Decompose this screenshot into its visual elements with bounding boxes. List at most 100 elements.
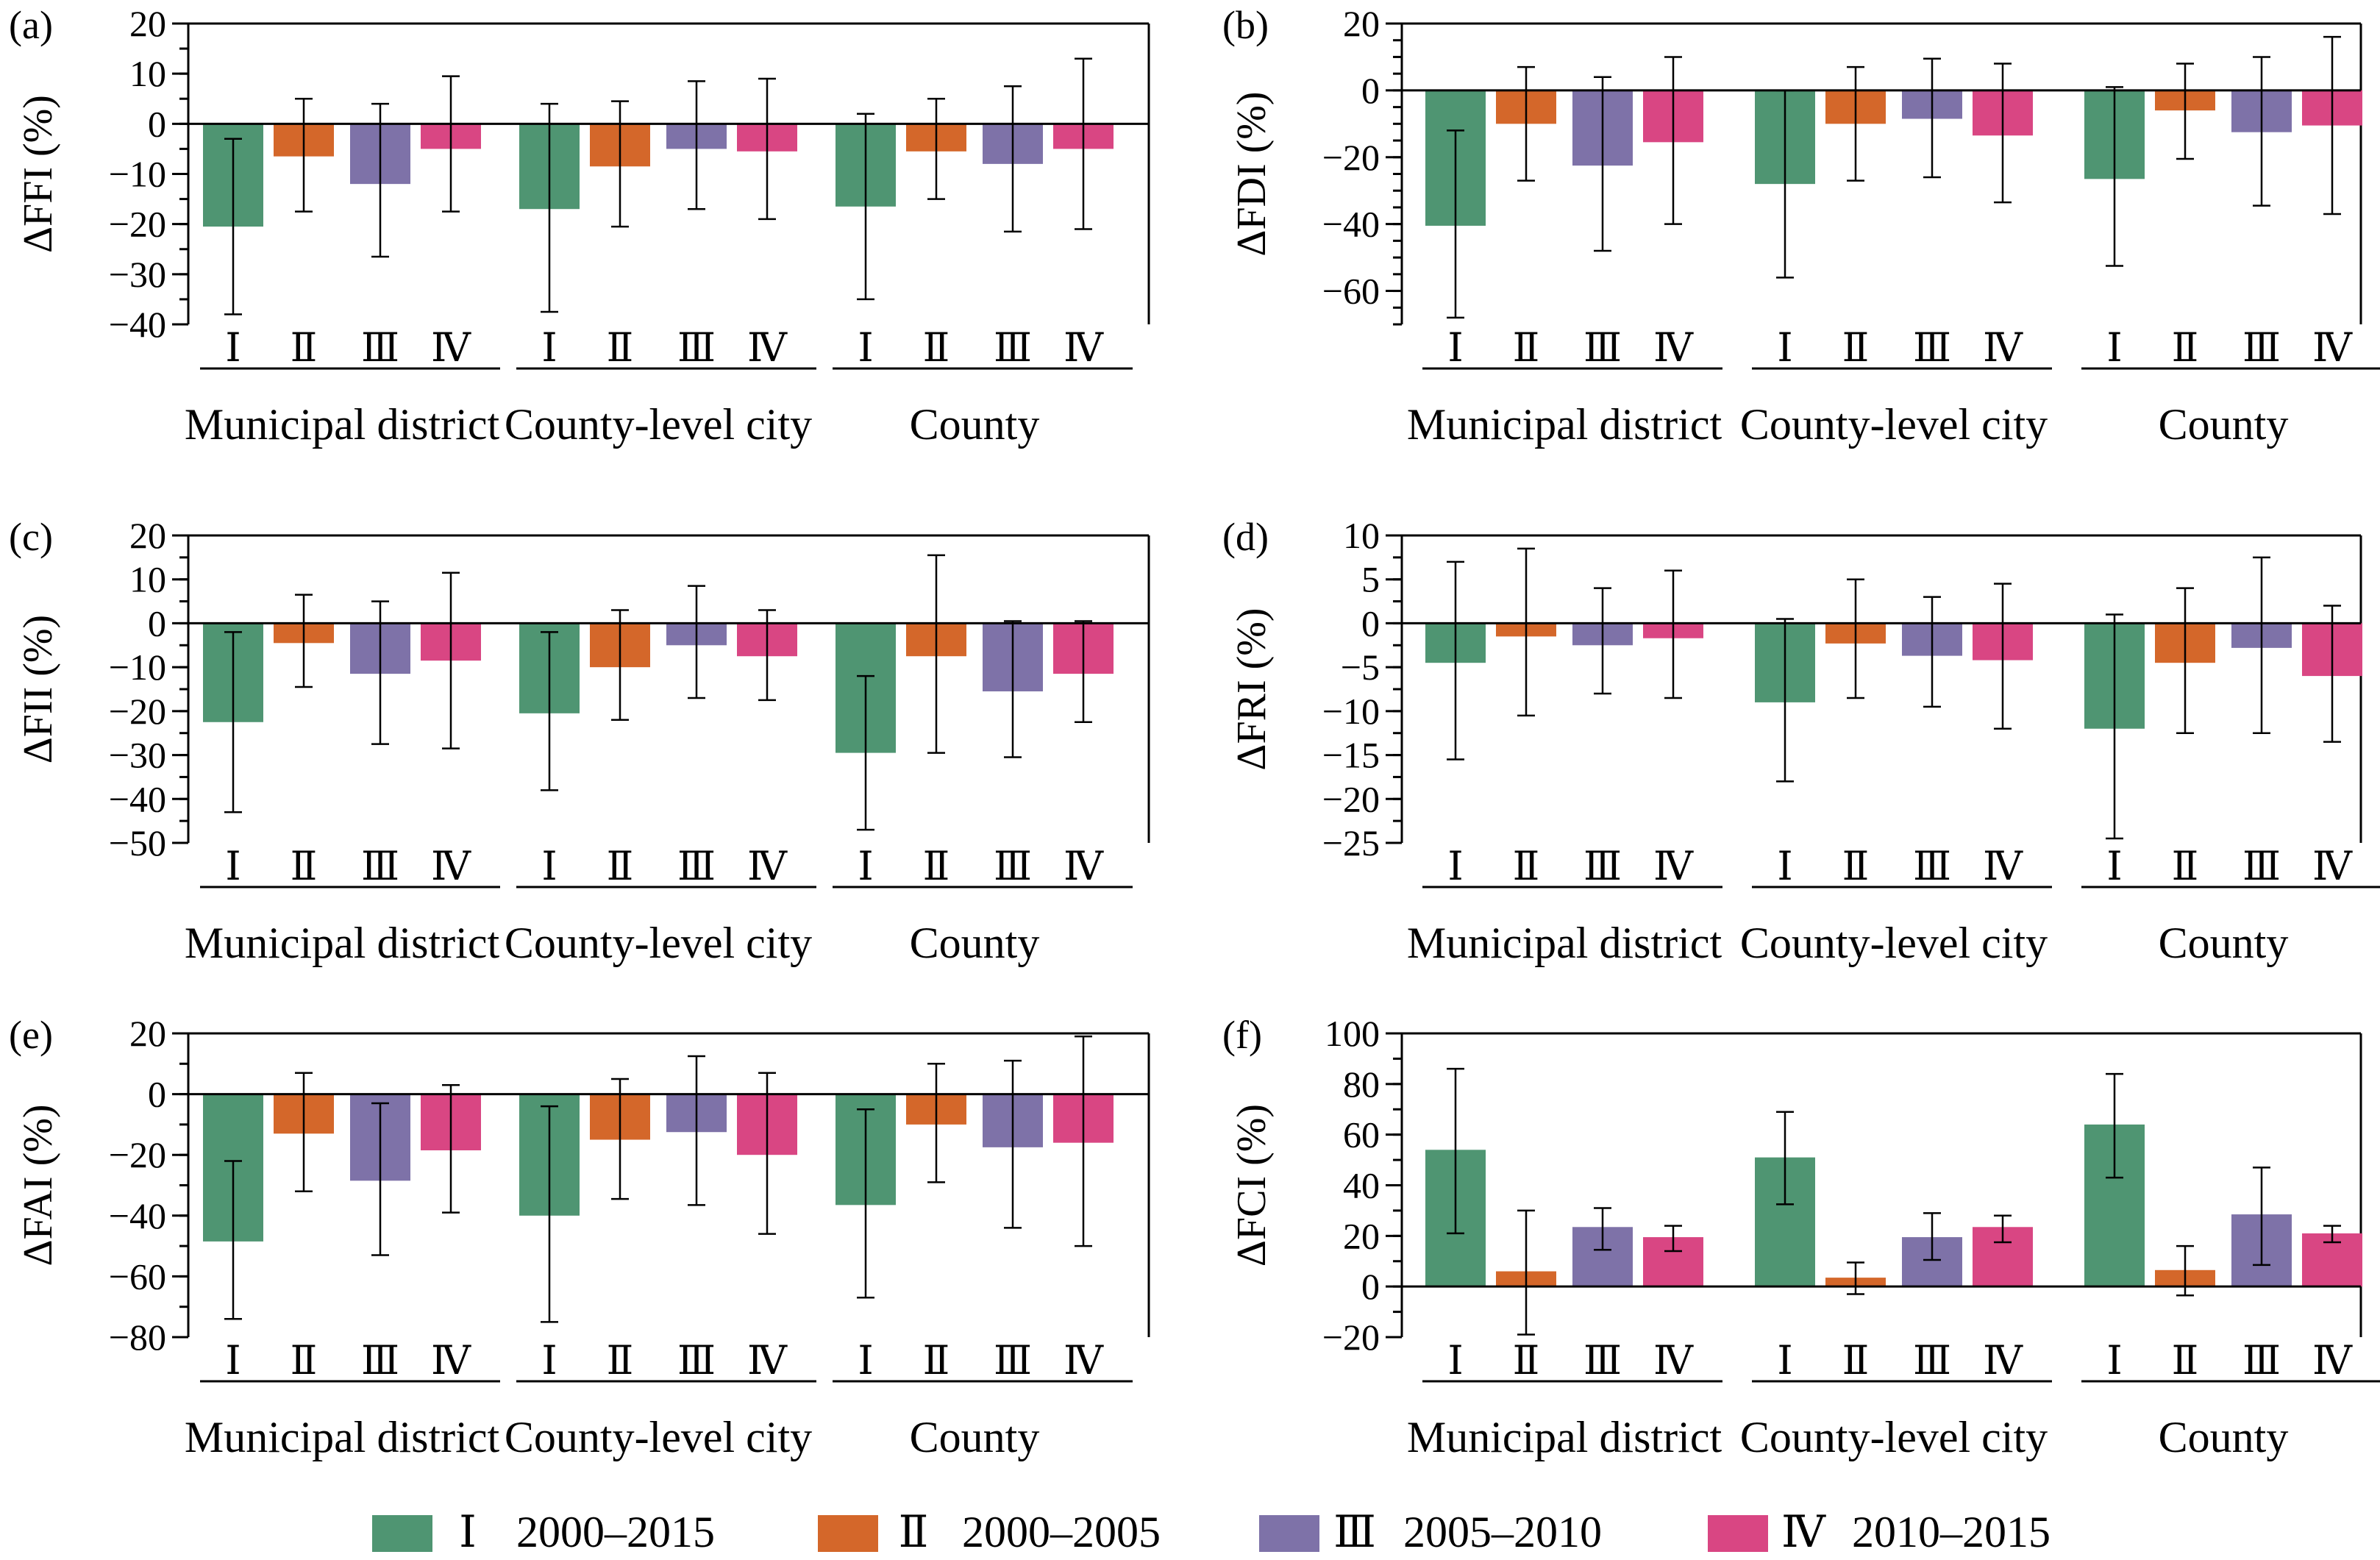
category-label: Ⅱ xyxy=(923,844,950,888)
group-label: County-level city xyxy=(505,1413,812,1461)
y-tick-label: 20 xyxy=(1343,1215,1380,1256)
category-label: Ⅲ xyxy=(361,844,399,888)
category-label: Ⅳ xyxy=(2312,1339,2353,1383)
category-label: Ⅲ xyxy=(1583,1339,1622,1383)
y-tick-label: 0 xyxy=(1361,1266,1380,1307)
y-tick-label: 20 xyxy=(129,515,166,556)
category-label: Ⅱ xyxy=(2172,1339,2199,1383)
category-label: Ⅳ xyxy=(747,326,788,370)
category-label: Ⅰ xyxy=(1777,326,1792,370)
y-tick-label: −30 xyxy=(109,254,166,295)
category-label: Ⅰ xyxy=(1447,1339,1463,1383)
legend-roman-II: Ⅱ xyxy=(899,1508,929,1556)
category-label: Ⅲ xyxy=(677,844,716,888)
y-tick-label: −60 xyxy=(109,1256,166,1297)
y-tick-label: 40 xyxy=(1343,1165,1380,1206)
y-tick-label: 20 xyxy=(1343,3,1380,44)
category-label: Ⅳ xyxy=(1063,1339,1104,1383)
y-axis-title: ΔFII (%) xyxy=(15,615,61,763)
group-label: Municipal district xyxy=(1407,919,1722,967)
legend-label-II: 2000–2005 xyxy=(962,1508,1161,1556)
y-tick-label: −40 xyxy=(109,778,166,819)
category-label: Ⅳ xyxy=(1653,326,1694,370)
legend-label-I: 2000–2015 xyxy=(516,1508,715,1556)
group-label: Municipal district xyxy=(1407,1413,1722,1461)
y-tick-label: −10 xyxy=(1322,691,1380,732)
category-label: Ⅳ xyxy=(431,844,471,888)
group-label: County-level city xyxy=(1740,919,2048,967)
category-label: Ⅱ xyxy=(607,1339,634,1383)
category-label: Ⅳ xyxy=(747,844,788,888)
y-tick-label: 0 xyxy=(1361,602,1380,644)
legend-label-III: 2005–2010 xyxy=(1403,1508,1602,1556)
category-label: Ⅱ xyxy=(291,844,318,888)
category-label: Ⅰ xyxy=(2106,844,2122,888)
category-label: Ⅳ xyxy=(1983,844,2023,888)
category-label: Ⅳ xyxy=(1983,1339,2023,1383)
category-label: Ⅳ xyxy=(2312,844,2353,888)
group-label: County-level city xyxy=(505,400,812,449)
category-label: Ⅰ xyxy=(858,1339,873,1383)
legend-label-IV: 2010–2015 xyxy=(1852,1508,2051,1556)
y-tick-label: 5 xyxy=(1361,559,1380,600)
y-tick-label: −30 xyxy=(109,735,166,776)
category-label: Ⅰ xyxy=(858,326,873,370)
panel-letter: (d) xyxy=(1222,515,1269,559)
y-tick-label: 0 xyxy=(148,103,166,144)
panel-letter: (e) xyxy=(9,1013,53,1057)
category-label: Ⅱ xyxy=(923,326,950,370)
category-label: Ⅰ xyxy=(541,1339,557,1383)
group-label: County xyxy=(910,400,1040,449)
category-label: Ⅰ xyxy=(1447,844,1463,888)
category-label: Ⅰ xyxy=(225,844,241,888)
group-label: Municipal district xyxy=(1407,400,1722,449)
group-label: County xyxy=(2159,919,2289,967)
group-label: County-level city xyxy=(1740,1413,2048,1461)
legend-swatch-III xyxy=(1259,1515,1319,1552)
category-label: Ⅱ xyxy=(291,1339,318,1383)
y-tick-label: 20 xyxy=(129,3,166,44)
category-label: Ⅱ xyxy=(923,1339,950,1383)
category-label: Ⅲ xyxy=(1583,844,1622,888)
panel-letter: (f) xyxy=(1222,1013,1262,1057)
group-label: County-level city xyxy=(1740,400,2048,449)
y-axis-title: ΔFRI (%) xyxy=(1229,608,1275,770)
legend-swatch-IV xyxy=(1708,1515,1768,1552)
category-label: Ⅰ xyxy=(1777,844,1792,888)
y-tick-label: −20 xyxy=(109,691,166,732)
legend-swatch-I xyxy=(372,1515,432,1552)
y-axis-title: ΔFFI (%) xyxy=(15,95,61,253)
category-label: Ⅰ xyxy=(1777,1339,1792,1383)
category-label: Ⅳ xyxy=(1653,844,1694,888)
y-tick-label: −50 xyxy=(109,822,166,863)
category-label: Ⅱ xyxy=(1842,844,1870,888)
category-label: Ⅳ xyxy=(747,1339,788,1383)
y-tick-label: −40 xyxy=(1322,204,1380,245)
y-tick-label: 10 xyxy=(129,559,166,600)
group-label: Municipal district xyxy=(185,400,500,449)
legend-roman-IV: Ⅳ xyxy=(1781,1508,1826,1556)
category-label: Ⅳ xyxy=(431,1339,471,1383)
category-label: Ⅰ xyxy=(2106,326,2122,370)
group-label: County xyxy=(910,1413,1040,1461)
y-tick-label: 0 xyxy=(1361,70,1380,111)
y-axis-title: ΔFCI (%) xyxy=(1229,1104,1275,1267)
category-label: Ⅱ xyxy=(1513,1339,1540,1383)
y-tick-label: −20 xyxy=(109,1134,166,1175)
panel-letter: (c) xyxy=(9,515,53,559)
y-tick-label: −20 xyxy=(1322,778,1380,819)
category-label: Ⅲ xyxy=(994,326,1032,370)
category-label: Ⅰ xyxy=(225,326,241,370)
y-tick-label: 60 xyxy=(1343,1114,1380,1155)
category-label: Ⅲ xyxy=(994,844,1032,888)
y-tick-label: −20 xyxy=(1322,1317,1380,1358)
category-label: Ⅱ xyxy=(607,844,634,888)
category-label: Ⅲ xyxy=(2242,326,2281,370)
y-tick-label: −25 xyxy=(1322,822,1380,863)
panel-letter: (b) xyxy=(1222,3,1269,47)
